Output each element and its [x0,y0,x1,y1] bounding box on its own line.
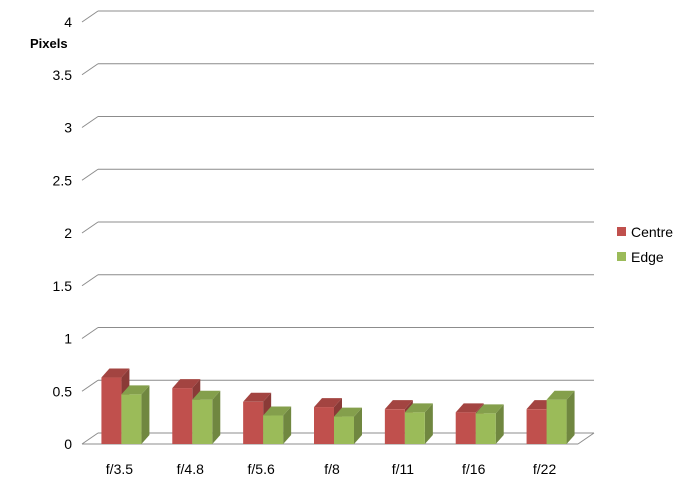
bar-edge-f/5.6 [263,406,292,444]
bar-edge-f/11 [404,403,433,444]
bar-front [404,412,425,444]
bar-front [334,416,354,444]
y-axis-ticks: 0 0.5 1 1.5 2 2.5 3 3.5 4 [53,14,73,452]
bar-top [263,406,292,416]
bar-front [263,415,284,444]
gridline-diagonal [81,168,99,181]
gridline-diagonal [81,63,99,76]
bar-front [101,377,122,444]
bar-top [546,390,575,400]
bar-edge-f/3.5 [121,385,150,444]
y-tick-label: 2.5 [53,172,73,188]
bar-front [384,409,405,444]
bar-side [495,404,504,444]
gridline-diagonal [81,379,99,392]
bar-front [243,401,264,444]
bar-top [455,403,484,413]
y-tick-label: 0.5 [53,383,73,399]
x-tick-label: f/5.6 [248,461,275,477]
bar-side [283,406,292,444]
gridlines [81,10,595,445]
bar-top [314,398,342,408]
legend-label-centre: Centre [631,224,673,240]
x-tick-label: f/16 [462,461,486,477]
x-axis-ticks: f/3.5 f/4.8 f/5.6 f/8 f/11 f/16 f/22 [106,461,557,477]
bar-top [192,390,221,400]
bar-front [192,399,213,444]
y-tick-label: 3.5 [53,67,73,83]
bar-side [354,407,362,444]
bar-edge-f/22 [546,390,575,444]
y-tick-label: 1 [64,331,72,347]
bar-edge-f/8 [334,407,362,444]
bar-side [424,403,433,444]
gridline-diagonal [81,10,99,23]
y-tick-label: 1.5 [53,278,73,294]
legend: Centre Edge [617,224,673,265]
bar-top [475,404,504,414]
bar-front [526,409,547,444]
gridline-diagonal [81,221,99,234]
bar-top [101,368,130,378]
bar-front [172,388,193,444]
gridline-diagonal [81,116,99,128]
bar-top [384,400,413,410]
y-axis-label: Pixels [30,36,68,51]
bar-front [455,412,476,444]
x-tick-label: f/8 [324,461,340,477]
bar-front [121,394,142,444]
bar-edge-f/16 [475,404,504,444]
legend-swatch-edge [617,252,626,261]
y-tick-label: 2 [64,225,72,241]
bar-side [141,385,150,444]
legend-swatch-centre [617,227,626,236]
x-tick-label: f/11 [392,461,415,477]
x-tick-label: f/4.8 [177,461,204,477]
bar-top [334,407,362,417]
bar-front [475,413,496,444]
bar-top [121,385,150,395]
bar-top [172,379,201,389]
bar-front [314,407,334,444]
y-tick-label: 0 [64,436,72,452]
floor-side-edge [577,432,595,445]
gridline-diagonal [81,327,99,339]
bar-side [212,390,221,444]
bar-side [566,390,575,444]
bar-top [243,392,272,402]
bar-top [404,403,433,413]
bar-edge-f/4.8 [192,390,221,444]
x-tick-label: f/3.5 [106,461,133,477]
x-tick-label: f/22 [533,461,557,477]
y-tick-label: 4 [64,14,72,30]
bars [101,368,575,444]
gridline-diagonal [81,274,99,287]
y-tick-label: 3 [64,120,72,136]
bar-front [546,399,567,444]
legend-label-edge: Edge [631,249,664,265]
gridline-diagonal [81,432,99,445]
